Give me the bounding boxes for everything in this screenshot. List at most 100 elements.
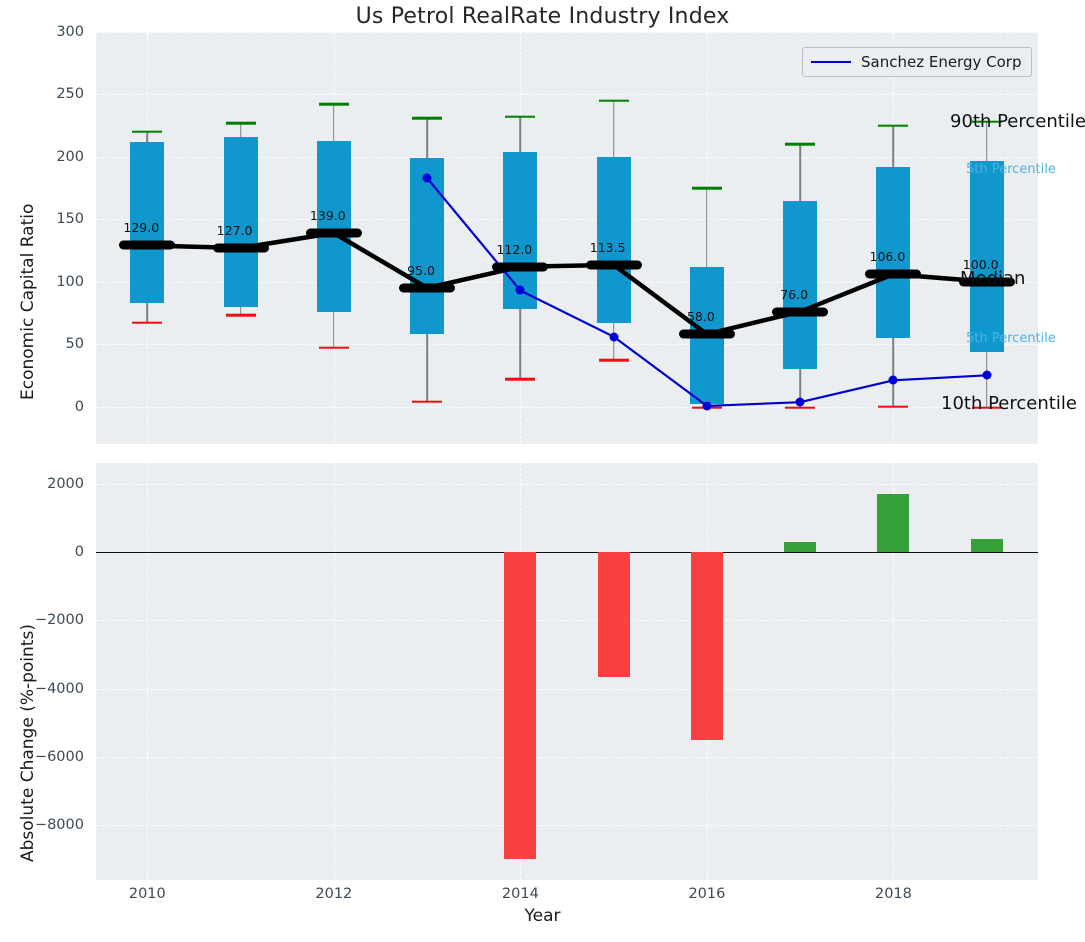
interquartile-box bbox=[410, 158, 445, 335]
sanchez-energy-corp-point bbox=[795, 397, 805, 407]
whisker-cap-90th bbox=[225, 121, 256, 125]
whisker-cap-90th bbox=[598, 99, 629, 102]
absolute-change-bar bbox=[877, 494, 910, 552]
legend[interactable]: Sanchez Energy Corp bbox=[802, 47, 1033, 77]
y-tick-label: −6000 bbox=[34, 748, 84, 765]
interquartile-box bbox=[969, 160, 1004, 352]
whisker-cap-10th bbox=[412, 400, 443, 403]
interquartile-box bbox=[130, 141, 165, 303]
y-tick-label: 0 bbox=[74, 398, 84, 415]
median-marker bbox=[865, 269, 922, 279]
whisker-cap-90th bbox=[691, 186, 722, 190]
gridline-horizontal bbox=[96, 825, 1038, 827]
gridline-horizontal bbox=[96, 219, 1038, 221]
gridline-vertical bbox=[147, 463, 149, 880]
sanchez-energy-corp-point bbox=[422, 173, 432, 183]
legend-label-sanchez-energy-corp: Sanchez Energy Corp bbox=[861, 53, 1022, 71]
y-tick-label: 2000 bbox=[47, 475, 84, 492]
gridline-horizontal bbox=[96, 281, 1038, 283]
median-value-label: 95.0 bbox=[407, 262, 436, 278]
zero-line bbox=[96, 551, 1038, 553]
y-tick-label: 100 bbox=[56, 273, 84, 290]
gridline-vertical bbox=[893, 463, 895, 880]
gridline-horizontal bbox=[96, 620, 1038, 622]
absolute-change-bar bbox=[784, 541, 817, 552]
gridline-horizontal bbox=[96, 344, 1038, 346]
whisker-cap-90th bbox=[971, 120, 1002, 124]
y-tick-label: 0 bbox=[74, 543, 84, 560]
x-tick-label: 2010 bbox=[128, 886, 166, 902]
x-tick-label: 2014 bbox=[501, 886, 539, 902]
interquartile-box bbox=[596, 156, 631, 323]
gridline-horizontal bbox=[96, 483, 1038, 485]
whisker-cap-90th bbox=[412, 116, 443, 120]
gridline-horizontal bbox=[96, 688, 1038, 690]
median-marker bbox=[958, 277, 1015, 287]
gridline-horizontal bbox=[96, 156, 1038, 158]
y-tick-label: 250 bbox=[56, 86, 84, 103]
absolute-change-plot-area bbox=[96, 463, 1038, 880]
median-value-label: 58.0 bbox=[686, 309, 715, 325]
interquartile-box bbox=[503, 151, 538, 310]
interquartile-box bbox=[223, 136, 258, 307]
economic-capital-ratio-y-axis: 0 50 100 150 200 250 300 bbox=[0, 24, 84, 444]
sanchez-energy-corp-point bbox=[888, 375, 898, 385]
economic-capital-ratio-y-label: Economic Capital Ratio bbox=[18, 203, 38, 400]
annotation-25th-percentile: 5th Percentile bbox=[966, 331, 1056, 346]
whisker-cap-10th bbox=[971, 406, 1002, 410]
median-marker bbox=[492, 262, 549, 272]
median-marker bbox=[678, 329, 735, 339]
median-value-label: 113.5 bbox=[589, 239, 626, 255]
x-tick-label: 2012 bbox=[315, 886, 353, 902]
sanchez-energy-corp-point bbox=[609, 332, 619, 342]
median-value-label: 106.0 bbox=[869, 249, 906, 265]
absolute-change-bar bbox=[504, 551, 537, 860]
median-marker bbox=[772, 307, 829, 317]
whisker-cap-90th bbox=[318, 103, 349, 106]
absolute-change-bar bbox=[690, 551, 723, 740]
whisker-cap-10th bbox=[785, 406, 816, 410]
gridline-horizontal bbox=[96, 406, 1038, 408]
whisker-cap-10th bbox=[505, 377, 536, 381]
median-value-label: 100.0 bbox=[962, 256, 999, 272]
whisker-cap-10th bbox=[132, 321, 163, 325]
y-tick-label: −2000 bbox=[34, 612, 84, 629]
median-value-label: 127.0 bbox=[216, 222, 253, 238]
annotation-75th-percentile: 5th Percentile bbox=[966, 162, 1056, 177]
whisker-cap-90th bbox=[878, 124, 909, 127]
y-tick-label: 200 bbox=[56, 148, 84, 165]
gridline-vertical bbox=[333, 463, 335, 880]
whisker-cap-90th bbox=[785, 143, 816, 146]
sanchez-energy-corp-line bbox=[426, 177, 987, 408]
y-tick-label: −4000 bbox=[34, 680, 84, 697]
median-marker bbox=[212, 243, 269, 253]
median-marker bbox=[305, 228, 362, 238]
whisker-cap-90th bbox=[132, 130, 163, 134]
median-value-label: 112.0 bbox=[496, 241, 533, 257]
whisker-cap-10th bbox=[225, 314, 256, 317]
x-tick-label: 2016 bbox=[688, 886, 726, 902]
whisker-cap-90th bbox=[505, 115, 536, 119]
absolute-change-y-axis: −8000 −6000 −4000 −2000 0 2000 bbox=[0, 463, 84, 880]
y-tick-label: 50 bbox=[65, 336, 84, 353]
annotation-10th-percentile: 10th Percentile bbox=[941, 393, 1077, 414]
median-line bbox=[147, 230, 987, 337]
median-marker bbox=[119, 240, 176, 250]
whisker-cap-10th bbox=[318, 346, 349, 350]
sanchez-energy-corp-point bbox=[702, 401, 712, 411]
legend-line-sanchez-energy-corp bbox=[811, 61, 851, 63]
median-value-label: 76.0 bbox=[780, 286, 809, 302]
gridline-horizontal bbox=[96, 32, 1038, 33]
chart-title: Us Petrol RealRate Industry Index bbox=[355, 4, 730, 29]
gridline-horizontal bbox=[96, 756, 1038, 758]
interquartile-box bbox=[783, 200, 818, 370]
interquartile-box bbox=[316, 140, 351, 312]
economic-capital-ratio-plot-area: 129.0 127.0 139.0 95.0 112.0 113.5 58.0 76.0 106… bbox=[96, 32, 1038, 444]
y-tick-label: 300 bbox=[56, 24, 84, 40]
whisker-cap-10th bbox=[878, 405, 909, 408]
gridline-horizontal bbox=[96, 94, 1038, 96]
annotation-90th-percentile: 90th Percentile bbox=[950, 111, 1085, 132]
absolute-change-bar bbox=[970, 538, 1003, 552]
interquartile-box bbox=[876, 166, 911, 338]
